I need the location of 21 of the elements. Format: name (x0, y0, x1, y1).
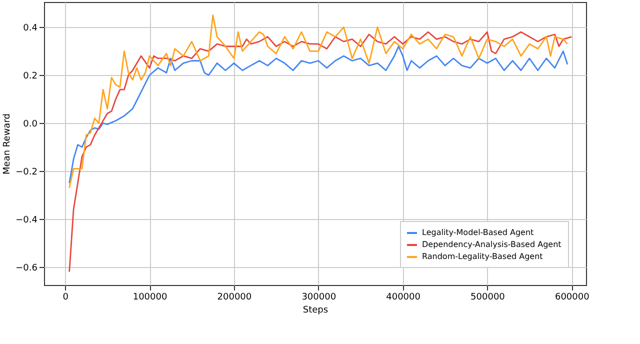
legend-label: Dependency-Analysis-Based Agent (422, 240, 562, 249)
x-tick-label: 300000 (302, 292, 336, 302)
y-tick-label: 0.2 (23, 72, 38, 82)
legend-label: Legality-Model-Based Agent (422, 228, 534, 237)
x-tick-label: 400000 (386, 292, 421, 302)
y-tick-label: −0.2 (16, 168, 38, 178)
line-series (68, 14, 568, 189)
line-series (68, 46, 568, 184)
x-axis-title: Steps (302, 306, 328, 316)
y-tick-label: −0.4 (16, 216, 38, 226)
x-tick-label: 500000 (470, 292, 506, 302)
x-tick-label: 600000 (554, 292, 590, 302)
x-tick-label: 100000 (132, 292, 168, 302)
y-tick-label: 0.0 (23, 120, 38, 130)
y-tick-label: 0.4 (23, 24, 38, 34)
legend-label: Random-Legality-Based Agent (422, 252, 543, 261)
x-tick-label: 0 (62, 292, 69, 302)
y-tick-label: −0.6 (16, 264, 38, 274)
x-tick-label: 200000 (217, 292, 252, 302)
line-series (68, 31, 572, 273)
y-axis-title: Mean Reward (2, 114, 13, 174)
